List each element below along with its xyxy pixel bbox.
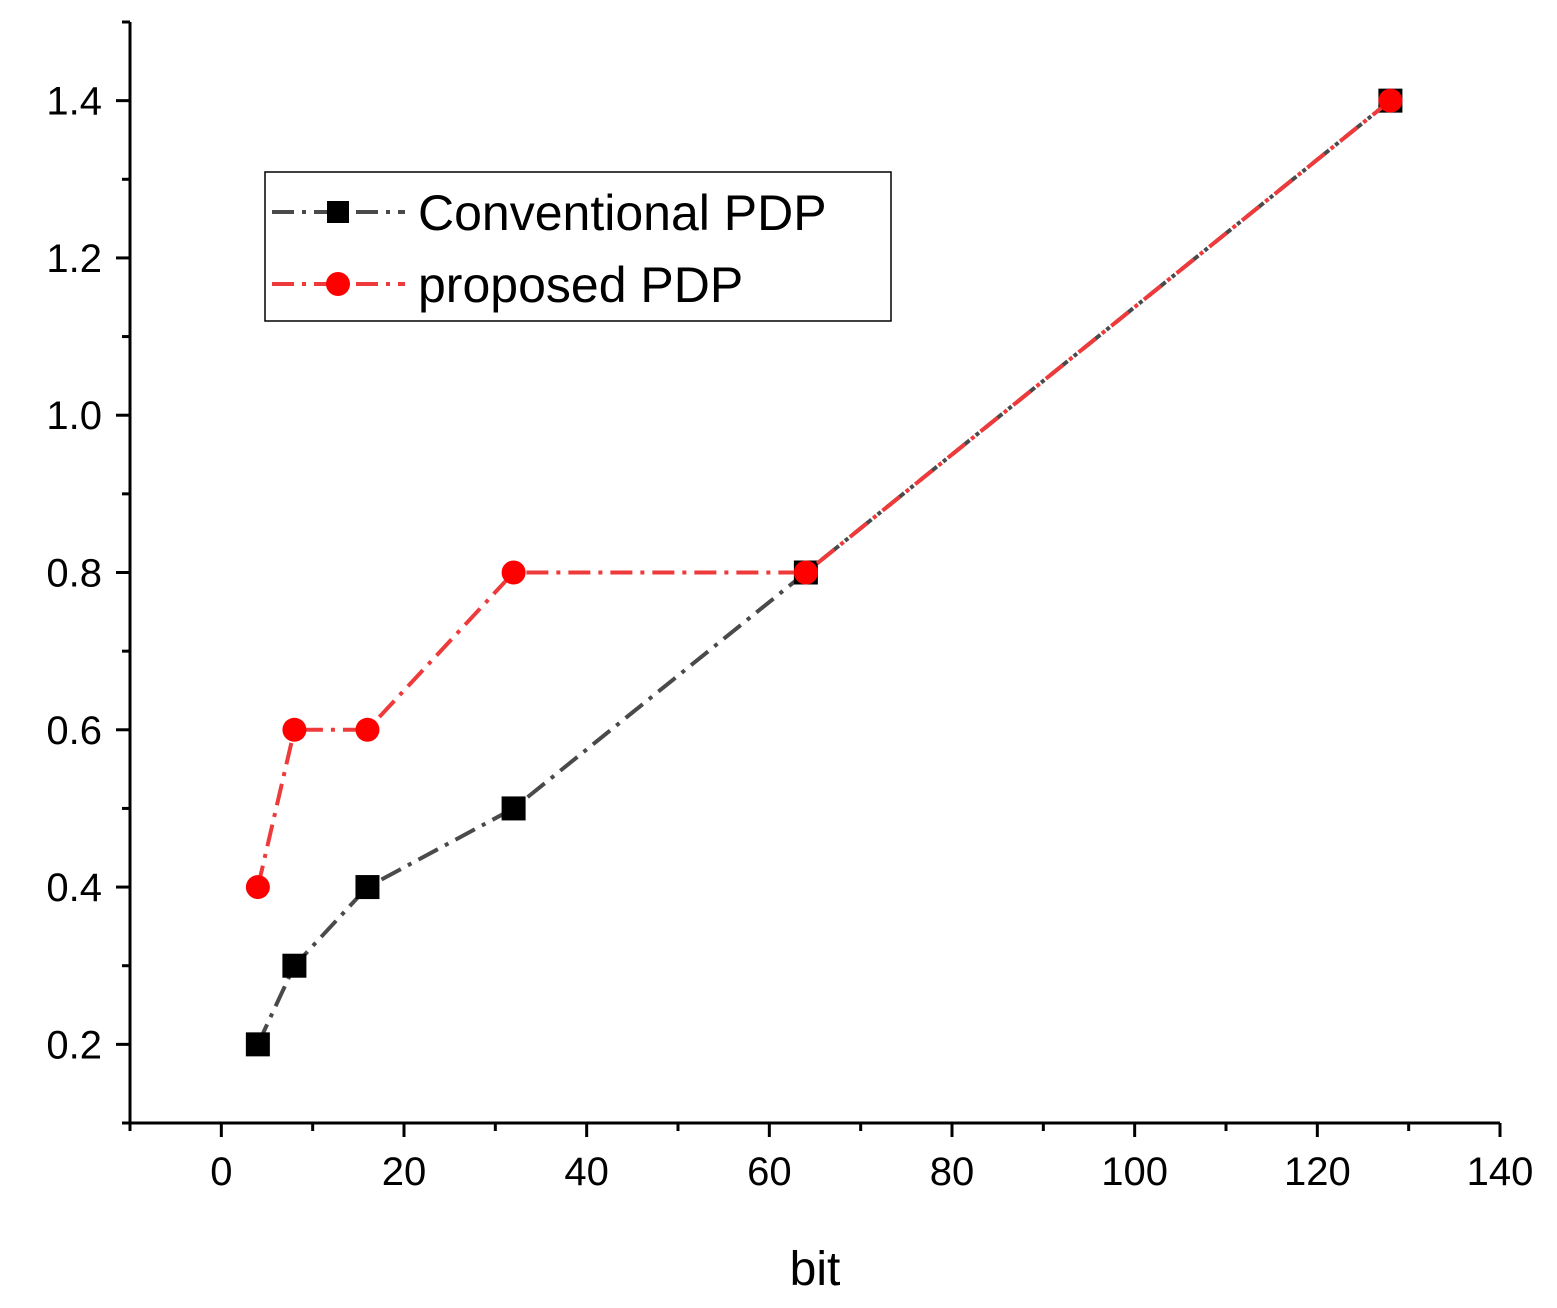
x-tick-label: 40: [564, 1150, 609, 1194]
legend-box: [264, 171, 892, 322]
data-point-square: [282, 953, 307, 978]
legend-item: Conventional PDP: [272, 185, 827, 241]
legend-marker-square: [327, 201, 349, 223]
data-point-circle: [282, 717, 307, 742]
data-point-circle: [355, 717, 380, 742]
x-tick-label: 100: [1101, 1150, 1168, 1194]
y-tick-label: 0.4: [46, 866, 102, 910]
legend: Conventional PDP proposed PDP: [264, 171, 892, 322]
x-tick-label: 140: [1467, 1150, 1534, 1194]
x-tick-label: 60: [747, 1150, 792, 1194]
x-tick-label: 120: [1284, 1150, 1351, 1194]
data-point-square: [501, 796, 526, 821]
y-tick-label: 1.2: [46, 237, 102, 281]
series-proposed-pdp: [245, 88, 1403, 900]
legend-item: proposed PDP: [272, 257, 743, 313]
legend-label: Conventional PDP: [418, 185, 827, 241]
data-point-circle: [245, 875, 270, 900]
data-point-circle: [1378, 88, 1403, 113]
data-point-circle: [793, 560, 818, 585]
y-tick-label: 1.0: [46, 394, 102, 438]
data-point-square: [355, 875, 380, 900]
data-point-square: [245, 1032, 270, 1057]
data-series: [245, 88, 1403, 1057]
data-point-circle: [501, 560, 526, 585]
y-tick-label: 0.8: [46, 552, 102, 596]
series-line: [255, 99, 1392, 888]
y-tick-label: 0.6: [46, 709, 102, 753]
axes: 0 20 40 60 80 100 120 140 0.2 0.4 0.6 0.8 1.0 1.2 1.4: [46, 20, 1534, 1194]
x-tick-label: 20: [382, 1150, 427, 1194]
series-line: [256, 99, 1392, 1046]
x-tick-label: 0: [210, 1150, 232, 1194]
legend-marker-circle: [326, 272, 350, 296]
y-tick-label: 0.2: [46, 1023, 102, 1067]
legend-label: proposed PDP: [418, 257, 743, 313]
x-tick-label: 80: [930, 1150, 975, 1194]
y-tick-label: 1.4: [46, 80, 102, 124]
x-axis-title: bit: [790, 1243, 841, 1296]
